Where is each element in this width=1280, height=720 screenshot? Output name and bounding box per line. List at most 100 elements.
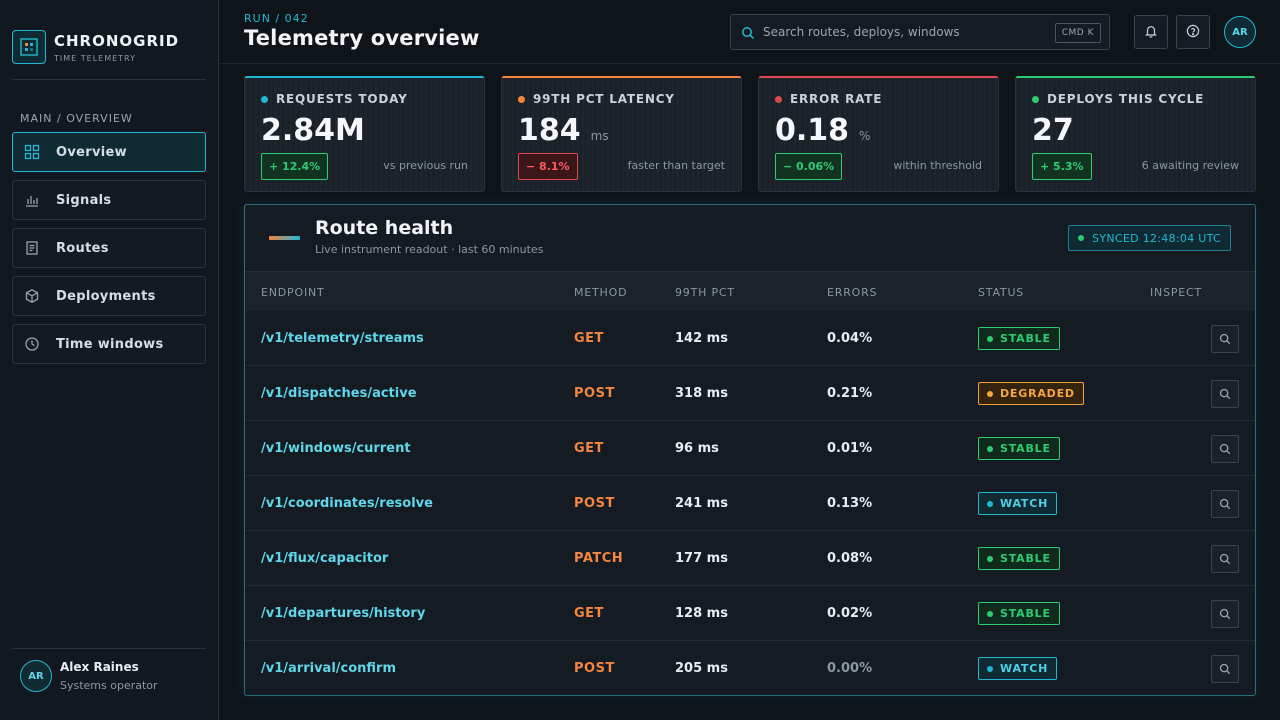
endpoint-link[interactable]: /v1/departures/history [261,606,426,621]
status-dot [1032,95,1039,103]
sync-status-text: SYNCED 12:48:04 UTC [1092,231,1221,245]
status-dot [987,445,993,452]
avatar: AR [20,660,52,692]
inspect-button[interactable] [1211,600,1239,628]
table-row: /v1/flux/capacitor PATCH 177 ms 0.08% ST… [245,531,1255,586]
stat-note: 6 awaiting review [1141,159,1239,172]
inspect-button[interactable] [1211,380,1239,408]
status-badge: STABLE [978,602,1060,625]
table-row: /v1/arrival/confirm POST 205 ms 0.00% WA… [245,641,1255,696]
column-header-latency: 99TH PCT [675,286,735,299]
stat-note: within threshold [893,159,982,172]
search-input[interactable] [763,25,1043,39]
endpoint-link[interactable]: /v1/windows/current [261,441,411,456]
stat-unit: ms [590,129,609,143]
status-dot [987,610,993,617]
sidebar-item-routes[interactable]: Routes [12,228,206,268]
latency-value: 142 ms [675,331,728,346]
table-row: /v1/dispatches/active POST 318 ms 0.21% … [245,366,1255,421]
latency-value: 177 ms [675,551,728,566]
status-badge: DEGRADED [978,382,1084,405]
user-profile[interactable]: AR Alex Raines Systems operator [20,660,158,692]
stat-card-requests: REQUESTS TODAY 2.84M + 12.4% vs previous… [244,76,485,192]
error-rate-value: 0.04% [827,331,873,346]
search-icon [741,25,755,40]
stat-value: 27 [1032,113,1074,148]
endpoint-link[interactable]: /v1/flux/capacitor [261,551,389,566]
table-body: /v1/telemetry/streams GET 142 ms 0.04% S… [245,311,1255,696]
latency-value: 318 ms [675,386,728,401]
endpoint-link[interactable]: /v1/coordinates/resolve [261,496,433,511]
inspect-button[interactable] [1211,435,1239,463]
search-box[interactable]: CMD K [730,14,1110,50]
brand[interactable]: CHRONOGRID TIME TELEMETRY [12,30,179,64]
stat-accent-bar [759,76,998,78]
status-text: WATCH [1000,497,1049,510]
sidebar-item-time-windows[interactable]: Time windows [12,324,206,364]
http-method: POST [574,496,615,511]
inspect-button[interactable] [1211,490,1239,518]
page-title: Telemetry overview [244,26,480,50]
endpoint-link[interactable]: /v1/telemetry/streams [261,331,424,346]
route-health-panel: Route health Live instrument readout · l… [244,204,1256,696]
brand-subtitle: TIME TELEMETRY [54,53,136,63]
status-text: STABLE [1000,607,1051,620]
http-method: GET [574,331,604,346]
sidebar-item-deployments[interactable]: Deployments [12,276,206,316]
http-method: GET [574,441,604,456]
search-icon [1219,330,1231,349]
sidebar-divider [12,79,206,80]
status-badge: STABLE [978,437,1060,460]
latency-value: 241 ms [675,496,728,511]
status-text: DEGRADED [1000,387,1075,400]
column-header-status: STATUS [978,286,1025,299]
bell-icon [1144,23,1158,42]
inspect-button[interactable] [1211,545,1239,573]
sidebar-nav: Overview Signals Routes [12,132,206,372]
status-dot [987,335,993,342]
stat-accent-bar [502,76,741,78]
inspect-button[interactable] [1211,325,1239,353]
breadcrumb[interactable]: RUN / 042 [244,12,309,25]
status-text: WATCH [1000,662,1049,675]
main-content: RUN / 042 Telemetry overview CMD K [220,0,1280,720]
error-rate-value: 0.02% [827,606,873,621]
http-method: POST [574,386,615,401]
topbar: RUN / 042 Telemetry overview CMD K [220,0,1280,64]
avatar[interactable]: AR [1224,16,1256,48]
endpoint-link[interactable]: /v1/arrival/confirm [261,661,397,676]
sidebar-item-signals[interactable]: Signals [12,180,206,220]
sidebar-item-label: Deployments [56,288,156,304]
latency-value: 128 ms [675,606,728,621]
stat-value: 0.18 [775,113,850,148]
sidebar-divider [12,648,206,649]
status-dot [987,390,993,397]
help-icon [1186,23,1200,42]
panel-subtitle: Live instrument readout · last 60 minute… [315,243,544,256]
endpoint-link[interactable]: /v1/dispatches/active [261,386,417,401]
search-icon [1219,440,1231,459]
sidebar-item-overview[interactable]: Overview [12,132,206,172]
nav-section-label: MAIN / OVERVIEW [20,112,133,125]
stat-label: 99TH PCT LATENCY [533,92,675,106]
sidebar-item-label: Time windows [56,336,164,352]
search-icon [1219,550,1231,569]
status-dot [987,665,993,672]
table-row: /v1/coordinates/resolve POST 241 ms 0.13… [245,476,1255,531]
status-badge: STABLE [978,327,1060,350]
stat-card-deploys: DEPLOYS THIS CYCLE 27 + 5.3% 6 awaiting … [1015,76,1256,192]
column-header-endpoint: ENDPOINT [261,286,325,299]
search-icon [1219,660,1231,679]
inspect-button[interactable] [1211,655,1239,683]
status-dot [987,555,993,562]
search-icon [1219,495,1231,514]
panel-header: Route health Live instrument readout · l… [245,205,1255,271]
status-dot [987,500,993,507]
status-text: STABLE [1000,332,1051,345]
stat-card-error-rate: ERROR RATE 0.18% − 0.06% within threshol… [758,76,999,192]
table-header: ENDPOINT METHOD 99TH PCT ERRORS STATUS I… [245,271,1255,311]
help-button[interactable] [1176,15,1210,49]
notifications-button[interactable] [1134,15,1168,49]
document-icon [24,240,40,256]
table-row: /v1/telemetry/streams GET 142 ms 0.04% S… [245,311,1255,366]
